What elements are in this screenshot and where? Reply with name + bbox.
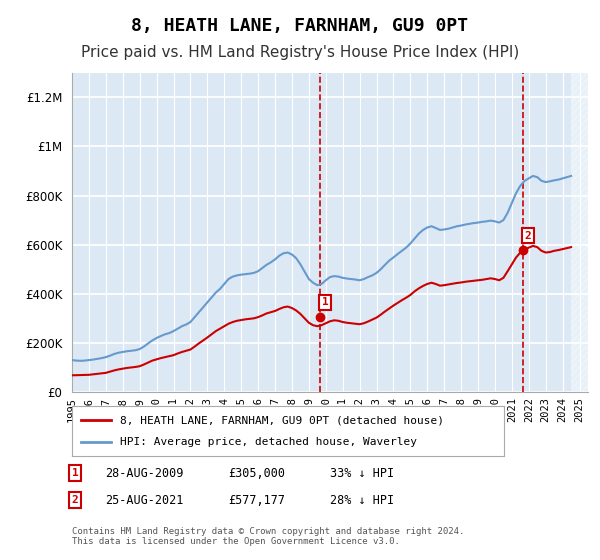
Text: 2: 2 (71, 495, 79, 505)
Text: 2: 2 (524, 231, 532, 241)
Text: Price paid vs. HM Land Registry's House Price Index (HPI): Price paid vs. HM Land Registry's House … (81, 45, 519, 60)
Text: 28% ↓ HPI: 28% ↓ HPI (330, 493, 394, 507)
Text: 8, HEATH LANE, FARNHAM, GU9 0PT: 8, HEATH LANE, FARNHAM, GU9 0PT (131, 17, 469, 35)
Text: Contains HM Land Registry data © Crown copyright and database right 2024.
This d: Contains HM Land Registry data © Crown c… (72, 526, 464, 546)
Text: £577,177: £577,177 (228, 493, 285, 507)
Text: 1: 1 (322, 297, 328, 307)
Text: 8, HEATH LANE, FARNHAM, GU9 0PT (detached house): 8, HEATH LANE, FARNHAM, GU9 0PT (detache… (119, 415, 443, 425)
Text: £305,000: £305,000 (228, 466, 285, 480)
Text: HPI: Average price, detached house, Waverley: HPI: Average price, detached house, Wave… (119, 437, 416, 447)
Text: 1: 1 (71, 468, 79, 478)
Text: 28-AUG-2009: 28-AUG-2009 (105, 466, 184, 480)
Bar (571, 73, 588, 392)
Text: 25-AUG-2021: 25-AUG-2021 (105, 493, 184, 507)
Text: 33% ↓ HPI: 33% ↓ HPI (330, 466, 394, 480)
